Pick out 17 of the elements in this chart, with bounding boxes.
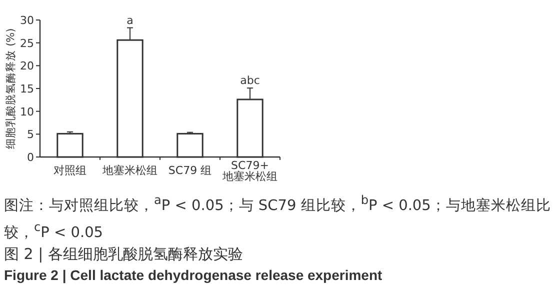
- y-tick-label: 20: [20, 60, 34, 73]
- annotation: a: [126, 14, 134, 27]
- annotation: abc: [240, 74, 260, 88]
- text: 图 2 | 各组细胞乳酸脱氢酶释放实验: [4, 244, 244, 265]
- x-tick-label: SC79 组: [168, 164, 212, 177]
- y-tick-label: 30: [20, 14, 34, 27]
- y-tick-label: 5: [27, 128, 34, 142]
- x-tick-label: 地塞米松组: [102, 164, 158, 177]
- text: Figure 2 | Cell lactate dehydrogenase release experiment: [4, 266, 384, 286]
- y-tick-label: 15: [20, 82, 34, 96]
- x-tick-label: SC79+ 地塞米松组: [222, 159, 278, 183]
- y-tick-label: 25: [20, 36, 34, 50]
- y-axis-title: 细胞乳酸脱氢酶释放 (%): [4, 28, 17, 149]
- y-tick-label: 10: [20, 105, 34, 118]
- x-tick-label: 对照组: [54, 164, 86, 177]
- y-tick-label: 0: [27, 151, 34, 164]
- text: 图注：与对照组比较，$^{a}$P < 0.05；与 SC79 组比较，$^{b}$P < 0.05；与地塞米松组比较，$^{c}$P < 0.05: [4, 193, 551, 241]
